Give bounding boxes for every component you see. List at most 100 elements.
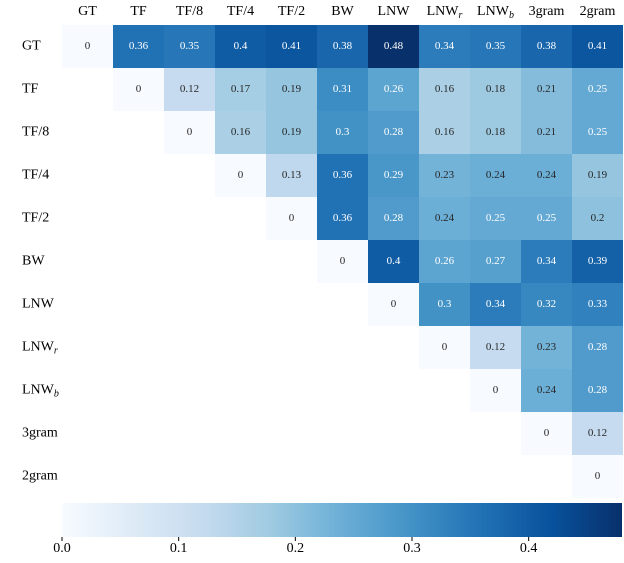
cell-label: 0.12 bbox=[588, 427, 607, 439]
heatmap-cell bbox=[164, 111, 215, 154]
cell-label: 0.41 bbox=[282, 40, 301, 52]
heatmap-cell bbox=[368, 240, 419, 283]
heatmap-cell bbox=[266, 111, 317, 154]
heatmap-cell bbox=[368, 25, 419, 68]
heatmap-cell bbox=[215, 154, 266, 197]
cell-label: 0.31 bbox=[333, 83, 352, 95]
colorbar bbox=[62, 503, 622, 537]
cell-label: 0.19 bbox=[282, 126, 302, 138]
heatmap-cell bbox=[368, 283, 419, 326]
cell-label: 0.38 bbox=[333, 40, 353, 52]
heatmap-cell bbox=[521, 154, 572, 197]
heatmap-cell bbox=[317, 68, 368, 111]
y-tick-label: TF/8 bbox=[22, 125, 49, 140]
cell-label: 0 bbox=[493, 384, 499, 396]
colorbar-tick-label: 0.3 bbox=[403, 541, 421, 556]
heatmap-cell bbox=[521, 326, 572, 369]
heatmap-cell bbox=[521, 283, 572, 326]
x-tick-label: GT bbox=[78, 4, 97, 19]
cell-label: 0.21 bbox=[537, 126, 556, 138]
x-tick-label: BW bbox=[331, 4, 354, 19]
cell-label: 0.18 bbox=[486, 126, 506, 138]
cell-label: 0.28 bbox=[384, 212, 404, 224]
heatmap-cell bbox=[470, 197, 521, 240]
x-tick-label: TF/2 bbox=[278, 4, 305, 19]
cell-label: 0.26 bbox=[435, 255, 455, 267]
y-tick-label: TF/2 bbox=[22, 211, 49, 226]
colorbar-tick-label: 0.4 bbox=[520, 541, 538, 556]
heatmap-cell bbox=[572, 283, 623, 326]
heatmap-cell bbox=[470, 25, 521, 68]
heatmap-cell bbox=[317, 240, 368, 283]
cell-label: 0.3 bbox=[438, 298, 452, 310]
heatmap-cell bbox=[470, 240, 521, 283]
cell-label: 0 bbox=[442, 341, 448, 353]
cell-label: 0.33 bbox=[588, 298, 608, 310]
y-tick-label: GT bbox=[22, 39, 41, 54]
colorbar-tick-label: 0.0 bbox=[53, 541, 71, 556]
heatmap-cell bbox=[572, 412, 623, 455]
heatmap-cell bbox=[521, 197, 572, 240]
cell-label: 0.18 bbox=[486, 83, 506, 95]
cell-label: 0.26 bbox=[384, 83, 404, 95]
cell-label: 0.21 bbox=[537, 83, 556, 95]
heatmap-cell bbox=[470, 369, 521, 412]
cell-label: 0.23 bbox=[435, 169, 455, 181]
heatmap-cell bbox=[368, 197, 419, 240]
heatmap-cell bbox=[572, 326, 623, 369]
cell-label: 0.4 bbox=[387, 255, 401, 267]
y-tick-label: 2gram bbox=[22, 469, 58, 484]
heatmap-cell bbox=[317, 154, 368, 197]
cell-label: 0.35 bbox=[180, 40, 200, 52]
y-tick-label: BW bbox=[22, 254, 45, 269]
cell-label: 0.29 bbox=[384, 169, 404, 181]
cell-label: 0 bbox=[136, 83, 142, 95]
cell-label: 0.25 bbox=[486, 212, 506, 224]
heatmap-cell bbox=[572, 154, 623, 197]
heatmap-cell bbox=[266, 197, 317, 240]
heatmap-cell bbox=[419, 283, 470, 326]
cell-label: 0.34 bbox=[435, 40, 455, 52]
cell-label: 0.12 bbox=[486, 341, 505, 353]
cell-label: 0 bbox=[289, 212, 295, 224]
y-tick-label: LNW bbox=[22, 297, 55, 312]
heatmap-cell bbox=[419, 111, 470, 154]
cell-label: 0.28 bbox=[588, 384, 608, 396]
y-tick-label: LNWr bbox=[22, 340, 58, 357]
heatmap-cell bbox=[368, 111, 419, 154]
cell-label: 0.32 bbox=[537, 298, 556, 310]
heatmap-cell bbox=[215, 111, 266, 154]
x-tick-label: TF/4 bbox=[227, 4, 254, 19]
cell-label: 0.48 bbox=[384, 40, 404, 52]
cell-label: 0 bbox=[544, 427, 550, 439]
cell-label: 0.13 bbox=[282, 169, 302, 181]
y-tick-label: TF/4 bbox=[22, 168, 49, 183]
heatmap-cell bbox=[470, 154, 521, 197]
heatmap-cell bbox=[572, 68, 623, 111]
heatmap-cell bbox=[470, 111, 521, 154]
cell-label: 0 bbox=[595, 470, 601, 482]
cell-label: 0.41 bbox=[588, 40, 607, 52]
cell-label: 0.17 bbox=[231, 83, 251, 95]
heatmap-cell bbox=[419, 25, 470, 68]
cell-label: 0 bbox=[85, 40, 91, 52]
heatmap-cell bbox=[470, 326, 521, 369]
heatmap-cell bbox=[215, 25, 266, 68]
heatmap-cell bbox=[215, 68, 266, 111]
cell-label: 0.24 bbox=[537, 384, 557, 396]
heatmap-cell bbox=[521, 369, 572, 412]
heatmap-cell bbox=[521, 240, 572, 283]
heatmap-cell bbox=[164, 68, 215, 111]
heatmap-cell bbox=[368, 68, 419, 111]
heatmap-cell bbox=[368, 154, 419, 197]
heatmap-cell bbox=[470, 68, 521, 111]
heatmap-cell bbox=[572, 197, 623, 240]
heatmap-cell bbox=[521, 111, 572, 154]
heatmap-cell bbox=[317, 111, 368, 154]
cell-label: 0.24 bbox=[537, 169, 557, 181]
cell-label: 0.2 bbox=[591, 212, 605, 224]
heatmap-cell bbox=[572, 240, 623, 283]
x-tick-label: LNW bbox=[378, 4, 411, 19]
heatmap-cell bbox=[521, 25, 572, 68]
